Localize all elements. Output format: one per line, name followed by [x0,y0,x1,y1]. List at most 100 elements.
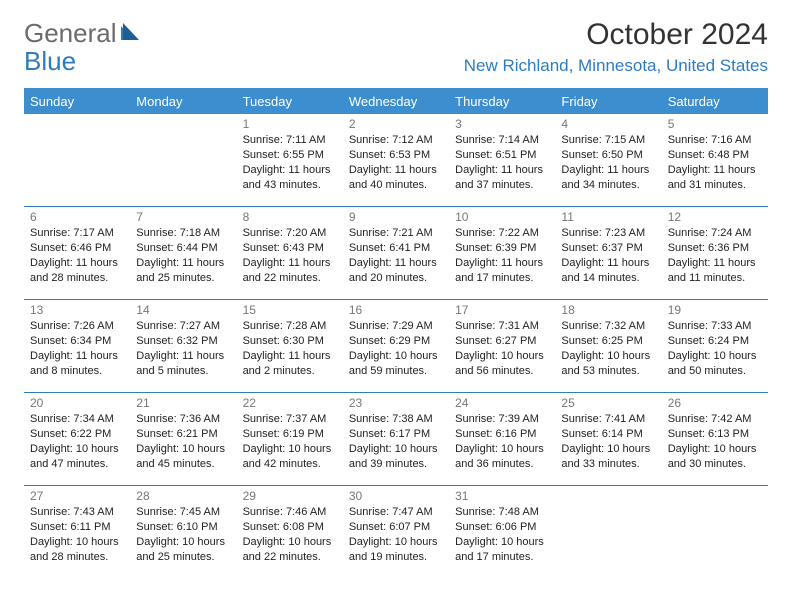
day-number: 19 [668,302,762,318]
daylight-text: Daylight: 10 hours [136,442,230,457]
calendar-cell: 17Sunrise: 7:31 AMSunset: 6:27 PMDayligh… [449,300,555,393]
daylight-text: Daylight: 11 hours [561,256,655,271]
sunset-text: Sunset: 6:07 PM [349,520,443,535]
day-number: 29 [243,488,337,504]
sunrise-text: Sunrise: 7:20 AM [243,226,337,241]
day-number: 9 [349,209,443,225]
calendar-cell: 30Sunrise: 7:47 AMSunset: 6:07 PMDayligh… [343,486,449,579]
sunrise-text: Sunrise: 7:47 AM [349,505,443,520]
daylight-text: Daylight: 11 hours [30,256,124,271]
calendar-cell: 10Sunrise: 7:22 AMSunset: 6:39 PMDayligh… [449,207,555,300]
sunset-text: Sunset: 6:22 PM [30,427,124,442]
calendar-cell: 15Sunrise: 7:28 AMSunset: 6:30 PMDayligh… [237,300,343,393]
daylight-text: Daylight: 11 hours [561,163,655,178]
calendar-cell: 1Sunrise: 7:11 AMSunset: 6:55 PMDaylight… [237,114,343,207]
calendar-cell [130,114,236,207]
daylight-text: and 39 minutes. [349,457,443,472]
daylight-text: and 42 minutes. [243,457,337,472]
daylight-text: Daylight: 11 hours [668,256,762,271]
calendar-table: Sunday Monday Tuesday Wednesday Thursday… [24,88,768,578]
daylight-text: Daylight: 11 hours [455,163,549,178]
daylight-text: and 20 minutes. [349,271,443,286]
daylight-text: Daylight: 11 hours [30,349,124,364]
calendar-cell: 9Sunrise: 7:21 AMSunset: 6:41 PMDaylight… [343,207,449,300]
sunrise-text: Sunrise: 7:15 AM [561,133,655,148]
calendar-cell: 4Sunrise: 7:15 AMSunset: 6:50 PMDaylight… [555,114,661,207]
sunrise-text: Sunrise: 7:11 AM [243,133,337,148]
sunrise-text: Sunrise: 7:21 AM [349,226,443,241]
sunrise-text: Sunrise: 7:48 AM [455,505,549,520]
day-number: 27 [30,488,124,504]
daylight-text: and 34 minutes. [561,178,655,193]
daylight-text: Daylight: 10 hours [349,442,443,457]
daylight-text: and 53 minutes. [561,364,655,379]
calendar-cell [24,114,130,207]
daylight-text: Daylight: 10 hours [455,349,549,364]
day-number: 15 [243,302,337,318]
calendar-cell: 13Sunrise: 7:26 AMSunset: 6:34 PMDayligh… [24,300,130,393]
calendar-row: 1Sunrise: 7:11 AMSunset: 6:55 PMDaylight… [24,114,768,207]
sunrise-text: Sunrise: 7:41 AM [561,412,655,427]
daylight-text: and 14 minutes. [561,271,655,286]
daylight-text: and 17 minutes. [455,550,549,565]
header: General October 2024 New Richland, Minne… [0,0,792,80]
day-number: 5 [668,116,762,132]
daylight-text: and 5 minutes. [136,364,230,379]
day-number: 14 [136,302,230,318]
daylight-text: and 45 minutes. [136,457,230,472]
day-number: 1 [243,116,337,132]
daylight-text: Daylight: 11 hours [136,256,230,271]
sunrise-text: Sunrise: 7:12 AM [349,133,443,148]
daylight-text: Daylight: 11 hours [349,256,443,271]
day-number: 3 [455,116,549,132]
daylight-text: and 2 minutes. [243,364,337,379]
daylight-text: Daylight: 10 hours [136,535,230,550]
sunrise-text: Sunrise: 7:24 AM [668,226,762,241]
day-number: 17 [455,302,549,318]
sunrise-text: Sunrise: 7:22 AM [455,226,549,241]
daylight-text: Daylight: 11 hours [668,163,762,178]
calendar-cell: 22Sunrise: 7:37 AMSunset: 6:19 PMDayligh… [237,393,343,486]
daylight-text: and 22 minutes. [243,271,337,286]
daylight-text: and 19 minutes. [349,550,443,565]
daylight-text: Daylight: 11 hours [455,256,549,271]
daylight-text: Daylight: 11 hours [243,256,337,271]
day-number: 10 [455,209,549,225]
daylight-text: Daylight: 10 hours [30,442,124,457]
daylight-text: and 25 minutes. [136,271,230,286]
day-number: 26 [668,395,762,411]
col-sunday: Sunday [24,88,130,114]
daylight-text: Daylight: 11 hours [243,163,337,178]
calendar-cell: 20Sunrise: 7:34 AMSunset: 6:22 PMDayligh… [24,393,130,486]
day-number: 25 [561,395,655,411]
sunrise-text: Sunrise: 7:38 AM [349,412,443,427]
daylight-text: and 40 minutes. [349,178,443,193]
daylight-text: Daylight: 10 hours [349,535,443,550]
daylight-text: Daylight: 10 hours [668,349,762,364]
sunset-text: Sunset: 6:39 PM [455,241,549,256]
daylight-text: and 28 minutes. [30,550,124,565]
sunset-text: Sunset: 6:41 PM [349,241,443,256]
daylight-text: Daylight: 10 hours [30,535,124,550]
day-number: 8 [243,209,337,225]
sunrise-text: Sunrise: 7:32 AM [561,319,655,334]
day-number: 21 [136,395,230,411]
calendar-cell: 6Sunrise: 7:17 AMSunset: 6:46 PMDaylight… [24,207,130,300]
calendar-cell [555,486,661,579]
calendar-cell: 19Sunrise: 7:33 AMSunset: 6:24 PMDayligh… [662,300,768,393]
calendar-cell: 23Sunrise: 7:38 AMSunset: 6:17 PMDayligh… [343,393,449,486]
calendar-row: 13Sunrise: 7:26 AMSunset: 6:34 PMDayligh… [24,300,768,393]
sunset-text: Sunset: 6:21 PM [136,427,230,442]
sunset-text: Sunset: 6:30 PM [243,334,337,349]
sunset-text: Sunset: 6:48 PM [668,148,762,163]
day-number: 13 [30,302,124,318]
daylight-text: Daylight: 10 hours [243,535,337,550]
sunrise-text: Sunrise: 7:14 AM [455,133,549,148]
daylight-text: and 11 minutes. [668,271,762,286]
sunset-text: Sunset: 6:08 PM [243,520,337,535]
daylight-text: and 56 minutes. [455,364,549,379]
sunrise-text: Sunrise: 7:17 AM [30,226,124,241]
daylight-text: and 30 minutes. [668,457,762,472]
sunset-text: Sunset: 6:46 PM [30,241,124,256]
day-number: 24 [455,395,549,411]
